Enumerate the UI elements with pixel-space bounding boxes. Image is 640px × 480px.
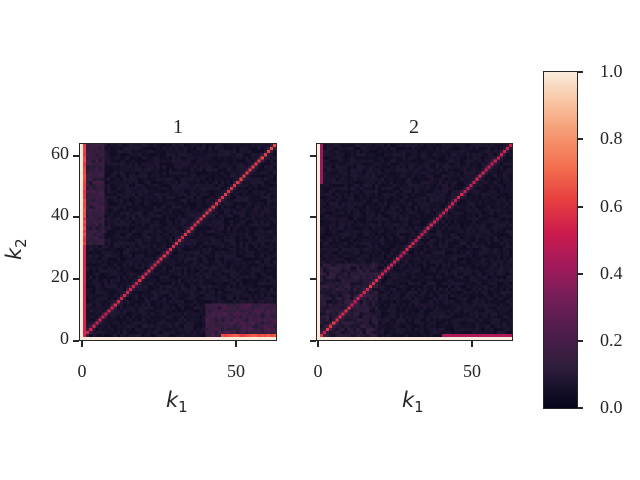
- ytick-label: 0: [60, 328, 69, 348]
- ytick-label: 40: [51, 204, 69, 224]
- colorbar-label: 0.6: [600, 196, 623, 216]
- xtick-mark: [235, 341, 237, 347]
- colorbar-tick: [577, 407, 583, 409]
- ytick-mark: [310, 340, 316, 342]
- colorbar-label: 1.0: [600, 61, 623, 81]
- xtick-label: 0: [77, 361, 87, 381]
- colorbar-label: 0.0: [600, 397, 623, 417]
- ytick-mark: [73, 216, 79, 218]
- heatmap-canvas-2: [317, 144, 512, 340]
- ytick-mark: [73, 340, 79, 342]
- ytick-mark: [73, 155, 79, 157]
- colorbar-tick: [577, 206, 583, 208]
- ytick-mark: [310, 216, 316, 218]
- heatmap-canvas-1: [80, 144, 276, 340]
- ytick-mark: [310, 278, 316, 280]
- heatmap-panel-1: [79, 143, 277, 341]
- heatmap-panel-2: [316, 143, 513, 341]
- xtick-label: 50: [463, 361, 481, 381]
- xtick-mark: [471, 341, 473, 347]
- ytick-mark: [73, 278, 79, 280]
- colorbar-tick: [577, 273, 583, 275]
- xtick-mark: [317, 341, 319, 347]
- xtick-mark: [81, 341, 83, 347]
- x-axis-label-2: k1: [402, 388, 424, 416]
- panel-1-title: 1: [173, 116, 183, 138]
- colorbar: [543, 71, 578, 409]
- colorbar-tick: [577, 138, 583, 140]
- ytick-label: 60: [51, 143, 69, 163]
- colorbar-label: 0.8: [600, 128, 623, 148]
- colorbar-label: 0.4: [600, 263, 623, 283]
- colorbar-label: 0.2: [600, 330, 623, 350]
- ytick-mark: [310, 155, 316, 157]
- colorbar-tick: [577, 340, 583, 342]
- x-axis-label-1: k1: [166, 388, 188, 416]
- xtick-label: 0: [313, 361, 323, 381]
- panel-2-title: 2: [409, 116, 419, 138]
- ytick-label: 20: [51, 266, 69, 286]
- xtick-label: 50: [227, 361, 245, 381]
- colorbar-tick: [577, 71, 583, 73]
- y-axis-label: k2: [2, 238, 30, 260]
